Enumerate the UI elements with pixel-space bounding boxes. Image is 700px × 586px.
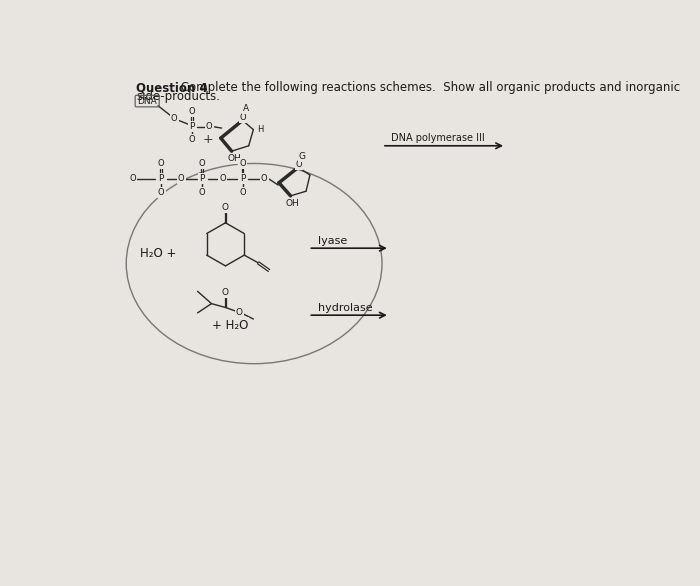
Text: P: P — [199, 175, 205, 183]
Text: O: O — [222, 203, 229, 212]
Text: O: O — [240, 113, 246, 122]
Text: O: O — [239, 159, 246, 168]
Text: O: O — [206, 122, 213, 131]
Text: OH: OH — [285, 199, 299, 208]
Text: Complete the following reactions schemes.  Show all organic products and inorgan: Complete the following reactions schemes… — [176, 81, 680, 94]
Text: O: O — [236, 308, 243, 318]
Text: hydrolase: hydrolase — [318, 303, 372, 313]
Text: +: + — [202, 133, 213, 146]
Text: O: O — [239, 188, 246, 197]
Text: O: O — [219, 175, 225, 183]
Text: DNA polymerase III: DNA polymerase III — [391, 134, 485, 144]
Text: H: H — [257, 125, 263, 134]
Text: P: P — [158, 175, 164, 183]
Text: DNA: DNA — [137, 97, 157, 105]
Text: O: O — [171, 114, 178, 123]
Text: side-products.: side-products. — [136, 90, 220, 103]
Text: O: O — [199, 188, 206, 197]
Text: + H₂O: + H₂O — [211, 319, 248, 332]
Text: Question 4: Question 4 — [136, 81, 208, 94]
Text: O: O — [178, 175, 185, 183]
Text: O: O — [199, 159, 206, 168]
Text: OH: OH — [227, 154, 241, 163]
Text: O: O — [189, 107, 195, 115]
Text: O: O — [222, 288, 229, 297]
Text: O: O — [129, 175, 136, 183]
Text: O: O — [189, 135, 195, 144]
Text: lyase: lyase — [318, 236, 347, 246]
Text: O: O — [261, 175, 267, 183]
Text: A: A — [244, 104, 249, 113]
Text: O: O — [296, 160, 302, 169]
Text: H₂O +: H₂O + — [140, 247, 176, 260]
Text: O: O — [158, 188, 164, 197]
Text: G: G — [299, 152, 306, 161]
Text: P: P — [240, 175, 245, 183]
Text: P: P — [190, 122, 195, 131]
Text: O: O — [158, 159, 164, 168]
